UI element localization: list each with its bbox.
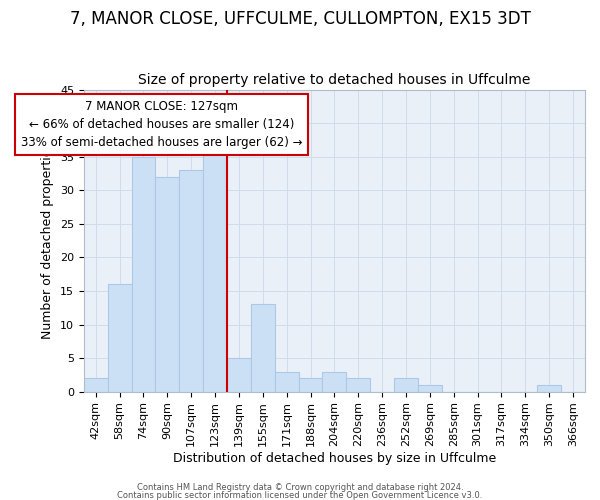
Bar (107, 284, 131, 392)
Title: Size of property relative to detached houses in Uffculme: Size of property relative to detached ho… (138, 73, 530, 87)
Bar (131, 156, 155, 392)
X-axis label: Distribution of detached houses by size in Uffculme: Distribution of detached houses by size … (173, 452, 496, 465)
Text: Contains HM Land Registry data © Crown copyright and database right 2024.: Contains HM Land Registry data © Crown c… (137, 484, 463, 492)
Text: Contains public sector information licensed under the Open Government Licence v3: Contains public sector information licen… (118, 490, 482, 500)
Bar (275, 372, 299, 392)
Bar (155, 177, 179, 392)
Bar (299, 378, 322, 392)
Bar (179, 170, 203, 392)
Bar (394, 378, 418, 392)
Bar (346, 378, 370, 392)
Bar (227, 358, 251, 392)
Bar (418, 385, 442, 392)
Text: 7, MANOR CLOSE, UFFCULME, CULLOMPTON, EX15 3DT: 7, MANOR CLOSE, UFFCULME, CULLOMPTON, EX… (70, 10, 530, 28)
Bar (322, 372, 346, 392)
Bar (251, 304, 275, 392)
Bar (84, 378, 107, 392)
Text: 7 MANOR CLOSE: 127sqm
← 66% of detached houses are smaller (124)
33% of semi-det: 7 MANOR CLOSE: 127sqm ← 66% of detached … (20, 100, 302, 148)
Y-axis label: Number of detached properties: Number of detached properties (41, 142, 55, 339)
Bar (537, 385, 561, 392)
Bar (203, 144, 227, 392)
